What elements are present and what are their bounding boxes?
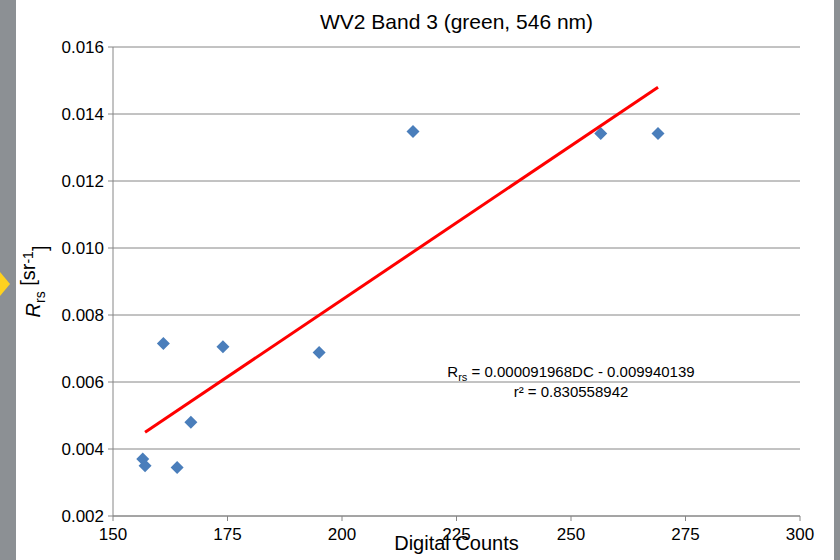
- grid-line: [113, 181, 800, 182]
- chart: WV2 Band 3 (green, 546 nm) 0.002 0.004 0.00…: [0, 0, 840, 560]
- grid-line: [113, 315, 800, 316]
- equation: Rrs = 0.000091968DC - 0.009940139: [447, 363, 694, 383]
- point: [171, 461, 184, 474]
- tick-mark: [456, 516, 457, 521]
- tick-mark: [800, 516, 801, 521]
- trendline: [145, 87, 658, 432]
- point: [216, 340, 229, 353]
- tick-label: 300: [786, 525, 814, 544]
- tick-label: 150: [99, 525, 127, 544]
- tick-label: 0.010: [61, 239, 104, 258]
- x-axis-title: Digital Counts: [394, 532, 519, 554]
- tick-mark: [108, 248, 113, 249]
- title: WV2 Band 3 (green, 546 nm): [320, 10, 593, 33]
- y-axis-title-part: [sr: [17, 263, 39, 291]
- y-axis-title: Rrs [sr-1]: [17, 246, 51, 318]
- point: [184, 416, 197, 429]
- tick-mark: [685, 516, 686, 521]
- point: [157, 337, 170, 350]
- tick-mark: [108, 516, 113, 517]
- point: [139, 459, 152, 472]
- tick-mark: [113, 516, 114, 521]
- tick-label: 0.012: [61, 172, 104, 191]
- decoration: [0, 272, 10, 296]
- y-axis: [113, 47, 114, 516]
- grid-line: [113, 114, 800, 115]
- point: [313, 346, 326, 359]
- y-axis-title-part: R: [22, 303, 44, 317]
- tick-label: 250: [557, 525, 585, 544]
- tick-label: 0.008: [61, 306, 104, 325]
- tick-label: 0.006: [61, 373, 104, 392]
- tick-mark: [108, 47, 113, 48]
- plot-area: [136, 87, 664, 474]
- tick-mark: [571, 516, 572, 521]
- tick-label: 0.014: [61, 105, 104, 124]
- equation-part: R: [447, 363, 458, 380]
- point: [652, 127, 665, 140]
- grid-line: [113, 47, 800, 48]
- tick-mark: [108, 114, 113, 115]
- tick-label: 200: [328, 525, 356, 544]
- point: [406, 125, 419, 138]
- tick-mark: [227, 516, 228, 521]
- y-axis-title-part: ]: [29, 246, 51, 252]
- tick-label: 0.016: [61, 38, 104, 57]
- grid-line: [113, 248, 800, 249]
- equation-part: = 0.000091968DC - 0.009940139: [467, 363, 694, 380]
- tick-mark: [108, 382, 113, 383]
- y-axis-title-part: rs: [32, 291, 48, 303]
- r-squared: r² = 0.830558942: [514, 383, 629, 400]
- tick-mark: [108, 315, 113, 316]
- y-axis-title-part: -1: [20, 251, 36, 264]
- tick-mark: [342, 516, 343, 521]
- grid-line: [113, 382, 800, 383]
- tick-label: 175: [213, 525, 241, 544]
- tick-label: 0.004: [61, 440, 104, 459]
- tick-label: 275: [671, 525, 699, 544]
- tick-label: 0.002: [61, 507, 104, 526]
- tick-mark: [108, 181, 113, 182]
- tick-mark: [108, 449, 113, 450]
- grid-line: [113, 449, 800, 450]
- background: [0, 0, 840, 560]
- chart-panel: [16, 0, 834, 560]
